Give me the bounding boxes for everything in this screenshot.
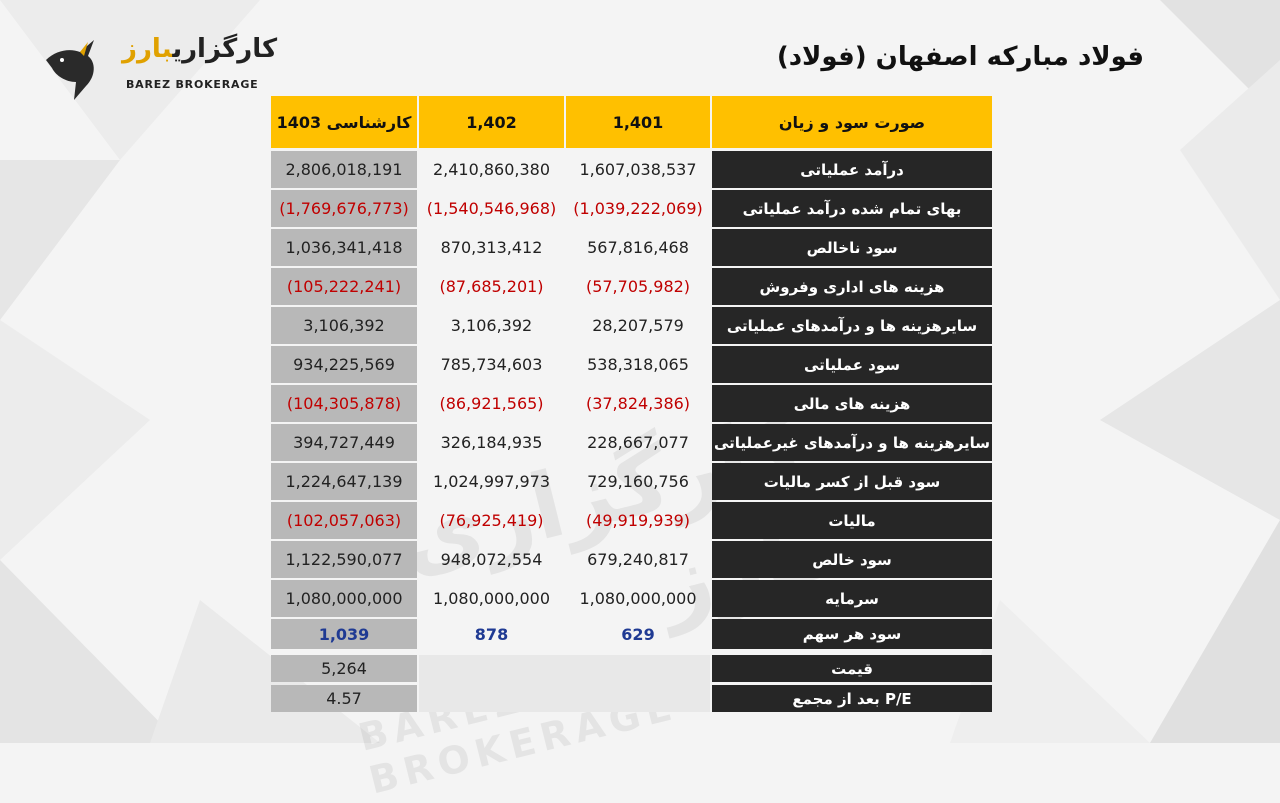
cell-1403: 1,080,000,000 [271,580,417,617]
header-label: صورت سود و زیان [712,96,992,148]
row-label: سود خالص [712,541,992,578]
cell-1401: 629 [621,624,655,644]
background-pattern [0,0,1280,743]
row-label: سایرهزینه ها و درآمدهای عملیاتی [712,307,992,344]
cell-1402: 948,072,554 [440,550,543,569]
extra-cell-1403: 5,264 [271,655,417,682]
cell-1402: (86,921,565) [439,394,544,413]
empty-area [419,655,710,712]
cell-1403: (102,057,063) [271,502,417,539]
cell-1402: 326,184,935 [440,433,543,452]
cell-1403: 1,039 [271,619,417,649]
extra-row-label: قیمت [712,655,992,682]
row-label: سود ناخالص [712,229,992,266]
cell-1402: (87,685,201) [439,277,544,296]
page-title: فولاد مبارکه اصفهان (فولاد) [776,42,1144,72]
cell-1403: 3,106,392 [271,307,417,344]
cell-1403: 934,225,569 [271,346,417,383]
cell-1402: 1,024,997,973 [432,472,551,491]
cell-1402: 785,734,603 [440,355,543,374]
cell-1402: (1,540,546,968) [426,199,557,218]
row-label: درآمد عملیاتی [712,151,992,188]
row-label: سود عملیاتی [712,346,992,383]
cell-1401: (57,705,982) [585,277,691,296]
cell-1402: 1,080,000,000 [432,589,551,608]
header-1402: 1,402 [419,96,564,148]
cell-1401: (37,824,386) [585,394,691,413]
row-label: سرمایه [712,580,992,617]
cell-1403: 1,122,590,077 [271,541,417,578]
cell-1403: 1,224,647,139 [271,463,417,500]
row-label: سود قبل از کسر مالیات [712,463,992,500]
eagle-logo-icon [46,40,94,100]
row-label: مالیات [712,502,992,539]
logo-text-fa: کارگزاریبارز [122,34,278,64]
cell-1401: 538,318,065 [587,355,689,374]
cell-1402: 2,410,860,380 [432,160,551,179]
row-label: هزینه های اداری وفروش [712,268,992,305]
cell-1402: 3,106,392 [450,316,533,335]
extra-cell-1403: 4.57 [271,685,417,712]
cell-1401: 1,607,038,537 [579,160,697,179]
cell-1403: 2,806,018,191 [271,151,417,188]
cell-1401: 567,816,468 [587,238,689,257]
logo-text-en: BAREZ BROKERAGE [126,78,259,91]
extra-row-label: P/E بعد از مجمع [712,685,992,712]
cell-1401: 679,240,817 [587,550,689,569]
cell-1403: (104,305,878) [271,385,417,422]
row-label: سایرهزینه ها و درآمدهای غیرعملیاتی [712,424,992,461]
cell-1401: 729,160,756 [587,472,689,491]
cell-1401: (1,039,222,069) [573,199,703,218]
cell-1403: (105,222,241) [271,268,417,305]
cell-1403: 1,036,341,418 [271,229,417,266]
brokerage-logo: کارگزاریبارز BAREZ BROKERAGE [40,30,277,102]
header-1401: 1,401 [566,96,710,148]
cell-1401: 28,207,579 [592,316,684,335]
cell-1401: 1,080,000,000 [579,589,697,608]
row-label: سود هر سهم [712,619,992,649]
cell-1401: 228,667,077 [587,433,689,452]
header-1403: کارشناسی 1403 [271,96,417,148]
cell-1401: (49,919,939) [585,511,691,530]
cell-1402: (76,925,419) [439,511,544,530]
cell-1403: (1,769,676,773) [271,190,417,227]
row-label: هزینه های مالی [712,385,992,422]
cell-1402: 870,313,412 [440,238,543,257]
cell-1403: 394,727,449 [271,424,417,461]
cell-1402: 878 [474,624,509,644]
row-label: بهای تمام شده درآمد عملیاتی [712,190,992,227]
